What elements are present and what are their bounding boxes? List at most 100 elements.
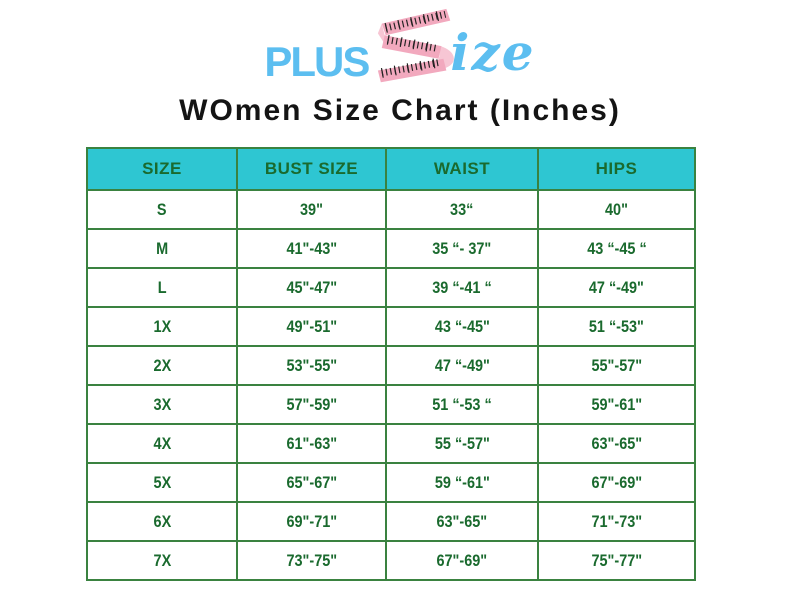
cell-value: 53"-55" bbox=[286, 355, 337, 375]
brand-logo: PLUS ize bbox=[0, 2, 800, 94]
table-row: L 45"-47" 39 “-41 “ 47 “-49" bbox=[86, 267, 696, 308]
cell-value: 47 “-49" bbox=[588, 277, 645, 297]
cell-value: 1X bbox=[153, 316, 171, 336]
cell-waist: 59 “-61" bbox=[385, 462, 539, 503]
cell-value: 67"-69" bbox=[591, 472, 642, 492]
cell-bust: 73"-75" bbox=[236, 540, 387, 581]
cell-bust: 61"-63" bbox=[236, 423, 387, 464]
cell-value: 45"-47" bbox=[286, 277, 337, 297]
cell-value: 7X bbox=[153, 550, 171, 570]
cell-value: 39 “-41 “ bbox=[432, 277, 492, 297]
cell-value: 59 “-61" bbox=[434, 472, 490, 492]
table-row: 4X 61"-63" 55 “-57" 63"-65" bbox=[86, 423, 696, 464]
cell-hips: 59"-61" bbox=[537, 384, 696, 425]
cell-hips: 71"-73" bbox=[537, 501, 696, 542]
cell-waist: 35 “- 37" bbox=[385, 228, 539, 269]
cell-value: 43 “-45 “ bbox=[586, 238, 647, 258]
cell-value: 69"-71" bbox=[286, 511, 337, 531]
cell-value: L bbox=[157, 277, 167, 297]
table-row: 2X 53"-55" 47 “-49" 55"-57" bbox=[86, 345, 696, 386]
cell-bust: 49"-51" bbox=[236, 306, 387, 347]
cell-value: 61"-63" bbox=[286, 433, 337, 453]
cell-size: S bbox=[86, 189, 238, 230]
table-row: 6X 69"-71" 63"-65" 71"-73" bbox=[86, 501, 696, 542]
cell-hips: 63"-65" bbox=[537, 423, 696, 464]
cell-value: 3X bbox=[153, 394, 171, 414]
cell-hips: 67"-69" bbox=[537, 462, 696, 503]
logo-ize-text: ize bbox=[450, 23, 536, 82]
cell-value: 47 “-49" bbox=[434, 355, 490, 375]
cell-value: M bbox=[155, 238, 169, 258]
cell-size: 7X bbox=[86, 540, 238, 581]
cell-bust: 65"-67" bbox=[236, 462, 387, 503]
cell-size: 2X bbox=[86, 345, 238, 386]
cell-waist: 33“ bbox=[385, 189, 539, 230]
cell-bust: 45"-47" bbox=[236, 267, 387, 308]
cell-waist: 63"-65" bbox=[385, 501, 539, 542]
cell-bust: 57"-59" bbox=[236, 384, 387, 425]
cell-value: 49"-51" bbox=[286, 316, 337, 336]
cell-hips: 51 “-53" bbox=[537, 306, 696, 347]
logo-plus-text: PLUS bbox=[264, 38, 370, 85]
table-row: M 41"-43" 35 “- 37" 43 “-45 “ bbox=[86, 228, 696, 269]
cell-waist: 51 “-53 “ bbox=[385, 384, 539, 425]
cell-value: 55"-57" bbox=[591, 355, 642, 375]
cell-value: 75"-77" bbox=[591, 550, 642, 570]
cell-bust: 69"-71" bbox=[236, 501, 387, 542]
cell-value: 4X bbox=[153, 433, 171, 453]
cell-value: 71"-73" bbox=[591, 511, 642, 531]
cell-value: 65"-67" bbox=[286, 472, 337, 492]
cell-value: 33“ bbox=[450, 199, 474, 219]
cell-hips: 55"-57" bbox=[537, 345, 696, 386]
col-header-size: SIZE bbox=[86, 147, 238, 191]
cell-bust: 39" bbox=[236, 189, 387, 230]
cell-value: 2X bbox=[153, 355, 171, 375]
cell-hips: 47 “-49" bbox=[537, 267, 696, 308]
cell-waist: 47 “-49" bbox=[385, 345, 539, 386]
header-row: SIZE BUST SIZE WAIST HIPS bbox=[86, 147, 696, 191]
cell-bust: 53"-55" bbox=[236, 345, 387, 386]
page-title: WOmen Size Chart (Inches) bbox=[179, 94, 621, 127]
cell-value: 73"-75" bbox=[286, 550, 337, 570]
cell-size: 3X bbox=[86, 384, 238, 425]
cell-value: 39" bbox=[300, 199, 323, 219]
cell-value: 5X bbox=[153, 472, 171, 492]
cell-size: 5X bbox=[86, 462, 238, 503]
cell-value: 51 “-53 “ bbox=[432, 394, 492, 414]
size-chart-table: SIZE BUST SIZE WAIST HIPS S 39" 33“ 40" … bbox=[86, 147, 696, 581]
cell-value: 55 “-57" bbox=[434, 433, 490, 453]
cell-value: 51 “-53" bbox=[588, 316, 645, 336]
cell-waist: 39 “-41 “ bbox=[385, 267, 539, 308]
cell-hips: 43 “-45 “ bbox=[537, 228, 696, 269]
cell-value: 35 “- 37" bbox=[432, 238, 492, 258]
cell-value: S bbox=[157, 199, 167, 219]
table-row: 3X 57"-59" 51 “-53 “ 59"-61" bbox=[86, 384, 696, 425]
cell-value: 43 “-45" bbox=[434, 316, 490, 336]
cell-waist: 55 “-57" bbox=[385, 423, 539, 464]
cell-hips: 40" bbox=[537, 189, 696, 230]
col-header-hips: HIPS bbox=[537, 147, 696, 191]
cell-value: 41"-43" bbox=[286, 238, 337, 258]
cell-value: 40" bbox=[605, 199, 628, 219]
cell-value: 63"-65" bbox=[591, 433, 642, 453]
cell-size: L bbox=[86, 267, 238, 308]
table-row: S 39" 33“ 40" bbox=[86, 189, 696, 230]
cell-size: 6X bbox=[86, 501, 238, 542]
cell-value: 67"-69" bbox=[436, 550, 488, 570]
measuring-tape-s-icon bbox=[378, 8, 455, 83]
cell-size: 1X bbox=[86, 306, 238, 347]
cell-value: 6X bbox=[153, 511, 171, 531]
col-header-waist: WAIST bbox=[385, 147, 539, 191]
cell-value: 63"-65" bbox=[436, 511, 488, 531]
cell-size: 4X bbox=[86, 423, 238, 464]
cell-waist: 67"-69" bbox=[385, 540, 539, 581]
cell-size: M bbox=[86, 228, 238, 269]
cell-value: 59"-61" bbox=[591, 394, 642, 414]
table-row: 7X 73"-75" 67"-69" 75"-77" bbox=[86, 540, 696, 581]
cell-waist: 43 “-45" bbox=[385, 306, 539, 347]
table-row: 5X 65"-67" 59 “-61" 67"-69" bbox=[86, 462, 696, 503]
cell-value: 57"-59" bbox=[286, 394, 337, 414]
cell-bust: 41"-43" bbox=[236, 228, 387, 269]
col-header-bust: BUST SIZE bbox=[236, 147, 387, 191]
cell-hips: 75"-77" bbox=[537, 540, 696, 581]
